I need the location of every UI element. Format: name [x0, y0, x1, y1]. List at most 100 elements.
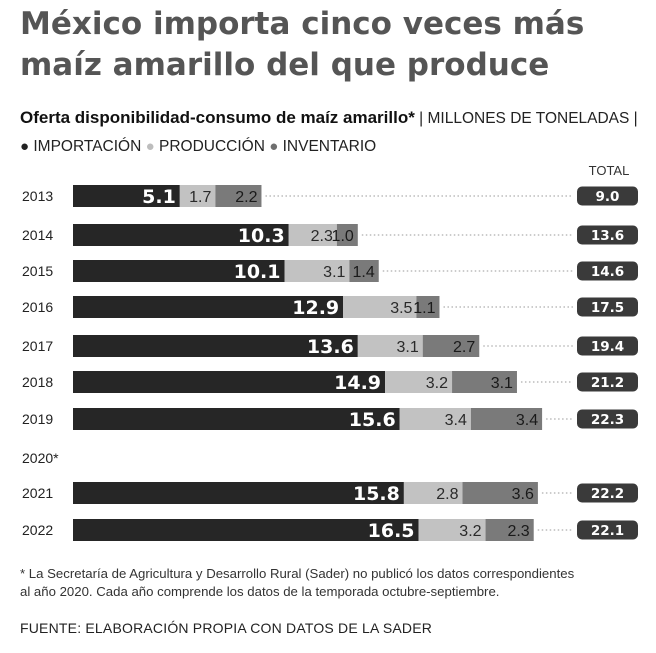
value-label: 1.4: [352, 264, 374, 281]
bar-segment-importación: [73, 408, 400, 430]
total-badge: [577, 483, 638, 503]
bar-segment-producción: [284, 260, 350, 282]
total-value: 22.3: [591, 412, 624, 428]
total-badge: [577, 225, 638, 245]
headline-line-2: maíz amarillo del que produce: [20, 47, 550, 83]
year-label: 2020*: [22, 450, 59, 466]
value-label: 1.0: [332, 228, 354, 245]
bar-segment-importación: [73, 482, 404, 504]
total-value: 14.6: [591, 264, 624, 280]
legend-label-inventario: INVENTARIO: [282, 138, 377, 155]
bar-segment-inventario: [422, 335, 480, 357]
year-label: 2013: [22, 188, 53, 204]
value-label: 15.8: [353, 483, 400, 505]
bar-segment-inventario: [452, 371, 517, 393]
value-label: 3.4: [516, 412, 538, 429]
value-label: 3.1: [491, 375, 513, 392]
headline: México importa cinco veces más maíz amar…: [20, 4, 640, 86]
total-value: 22.1: [591, 523, 624, 539]
value-label: 3.4: [445, 412, 467, 429]
value-label: 15.6: [349, 409, 396, 431]
separator: |: [419, 110, 424, 127]
year-label: 2019: [22, 411, 53, 427]
footnote-line-1: * La Secretaría de Agricultura y Desarro…: [20, 566, 575, 581]
value-label: 2.3: [507, 523, 529, 540]
value-label: 10.1: [234, 261, 281, 283]
value-label: 3.1: [396, 339, 418, 356]
value-label: 1.7: [189, 189, 211, 206]
bar-segment-importación: [73, 296, 344, 318]
total-badge: [577, 297, 638, 317]
bar-segment-importación: [73, 185, 180, 207]
value-label: 2.3: [311, 228, 333, 245]
value-label: 14.9: [334, 372, 381, 394]
bar-segment-producción: [385, 371, 453, 393]
value-label: 2.7: [453, 339, 475, 356]
bar-segment-importación: [73, 335, 358, 357]
chart-subtitle: Oferta disponibilidad-consumo de maíz am…: [20, 104, 645, 161]
separator: |: [633, 110, 638, 127]
bar-segment-inventario: [485, 519, 534, 541]
legend-label-produccion: PRODUCCIÓN: [159, 138, 265, 155]
value-label: 3.2: [426, 375, 448, 392]
bar-segment-inventario: [462, 482, 538, 504]
year-label: 2018: [22, 374, 53, 390]
value-label: 13.6: [307, 336, 354, 358]
footnote-line-2: al año 2020. Cada año comprende los dato…: [20, 584, 500, 599]
year-label: 2021: [22, 485, 53, 501]
bar-segment-inventario: [470, 408, 543, 430]
value-label: 2.2: [235, 189, 257, 206]
value-label: 16.5: [368, 520, 415, 542]
bar-segment-inventario: [336, 224, 358, 246]
footnote: * La Secretaría de Agricultura y Desarro…: [20, 565, 645, 601]
bar-segment-inventario: [349, 260, 379, 282]
chart-title: Oferta disponibilidad-consumo de maíz am…: [20, 108, 415, 127]
value-label: 3.6: [512, 486, 534, 503]
total-badge: [577, 520, 638, 540]
total-value: 17.5: [591, 300, 624, 316]
legend-dot-inventario-icon: ●: [269, 138, 279, 155]
bar-segment-producción: [357, 335, 423, 357]
total-value: 21.2: [591, 375, 624, 391]
value-label: 2.8: [436, 486, 458, 503]
value-label: 3.1: [323, 264, 345, 281]
year-label: 2014: [22, 227, 53, 243]
bar-segment-producción: [418, 519, 486, 541]
bar-segment-importación: [73, 260, 285, 282]
value-label: 1.1: [413, 300, 435, 317]
total-badge: [577, 261, 638, 281]
bar-segment-importación: [73, 224, 289, 246]
bar-segment-producción: [288, 224, 337, 246]
bar-segment-producción: [399, 408, 471, 430]
total-header: TOTAL: [588, 163, 630, 178]
bar-segment-importación: [73, 371, 386, 393]
unit-label: MILLONES DE TONELADAS: [427, 110, 630, 127]
total-value: 9.0: [596, 189, 620, 205]
year-label: 2015: [22, 263, 53, 279]
year-label: 2017: [22, 338, 53, 354]
headline-line-1: México importa cinco veces más: [20, 6, 585, 42]
total-value: 22.2: [591, 486, 624, 502]
bar-segment-producción: [179, 185, 216, 207]
total-badge: [577, 409, 638, 429]
total-badge: [577, 186, 638, 206]
total-badge: [577, 372, 638, 392]
value-label: 3.5: [390, 300, 412, 317]
source-note: FUENTE: ELABORACIÓN PROPIA CON DATOS DE …: [20, 620, 433, 636]
value-label: 3.2: [459, 523, 481, 540]
value-label: 10.3: [238, 225, 285, 247]
year-label: 2022: [22, 522, 53, 538]
value-label: 12.9: [292, 297, 339, 319]
bar-segment-producción: [403, 482, 463, 504]
year-label: 2016: [22, 299, 53, 315]
bar-segment-importación: [73, 519, 419, 541]
total-value: 19.4: [591, 339, 624, 355]
total-value: 13.6: [591, 228, 624, 244]
legend-dot-produccion-icon: ●: [145, 138, 155, 155]
bar-segment-inventario: [416, 296, 440, 318]
bar-segment-producción: [343, 296, 417, 318]
value-label: 5.1: [142, 186, 176, 208]
bar-segment-inventario: [215, 185, 262, 207]
legend-label-importacion: IMPORTACIÓN: [33, 138, 142, 155]
total-badge: [577, 336, 638, 356]
